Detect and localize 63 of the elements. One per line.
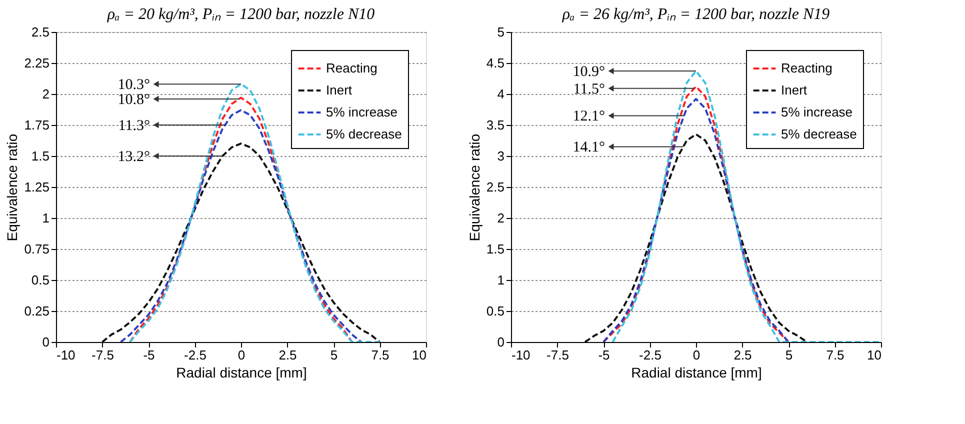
- x-tick-label: -7.5: [92, 348, 114, 362]
- y-tick-label: 1: [497, 272, 504, 288]
- legend-label: Inert: [781, 82, 808, 98]
- y-tick-label: 1: [42, 210, 50, 226]
- y-tick-label: 4: [497, 86, 504, 102]
- y-tick-label: 0.25: [24, 304, 50, 318]
- y-tick-label: 2: [42, 86, 50, 102]
- legend-label: 5% increase: [326, 104, 398, 120]
- line-series: [101, 142, 381, 342]
- x-tick-label: 0: [692, 348, 700, 362]
- annotation: 12.1°: [572, 108, 605, 125]
- chart-title: ρₐ = 26 kg/m³, Pᵢₙ = 1200 bar, nozzle N19: [561, 6, 830, 23]
- y-axis-title: Equivalence ratio: [4, 134, 20, 242]
- annotation: 11.5°: [573, 81, 605, 98]
- y-tick-label: 2: [497, 210, 504, 226]
- x-axis-title: Radial distance [mm]: [631, 364, 762, 380]
- y-tick-label: 3.5: [486, 118, 504, 132]
- x-tick-label: 7.5: [371, 348, 390, 362]
- x-tick-label: -5: [143, 348, 155, 362]
- y-axis-title: Equivalence ratio: [466, 134, 482, 242]
- y-tick-label: 5: [497, 24, 504, 40]
- annotation: 14.1°: [572, 140, 605, 156]
- legend-label: Reacting: [326, 60, 378, 76]
- y-tick-label: 2.5: [31, 24, 50, 40]
- y-tick-label: 1.75: [24, 118, 50, 132]
- legend-label: 5% decrease: [781, 126, 857, 142]
- y-tick-label: 3: [497, 148, 504, 164]
- x-tick-label: -10: [56, 348, 76, 362]
- y-tick-label: 0.5: [31, 272, 50, 288]
- annotation: 10.9°: [572, 64, 605, 80]
- x-tick-label: -2.5: [184, 348, 206, 362]
- x-tick-label: 7.5: [826, 348, 844, 362]
- legend-label: 5% increase: [781, 104, 853, 120]
- y-tick-label: 4.5: [486, 56, 504, 70]
- annotation: 11.3°: [118, 118, 150, 134]
- y-tick-label: 1.5: [31, 148, 50, 164]
- y-tick-label: 0: [497, 334, 504, 350]
- x-tick-label: -7.5: [546, 348, 569, 362]
- legend-label: Inert: [326, 82, 352, 98]
- chart-title: ρₐ = 20 kg/m³, Pᵢₙ = 1200 bar, nozzle N10: [106, 6, 375, 23]
- x-tick-label: -5: [598, 348, 610, 362]
- x-tick-label: 5: [330, 348, 338, 362]
- legend-label: Reacting: [781, 60, 832, 76]
- x-tick-label: -2.5: [639, 348, 662, 362]
- y-tick-label: 0: [42, 334, 50, 350]
- y-tick-label: 2.5: [486, 180, 504, 194]
- x-tick-label: 10: [412, 348, 426, 362]
- legend-label: 5% decrease: [326, 126, 402, 142]
- y-tick-label: 1.25: [24, 180, 50, 194]
- x-tick-label: -10: [512, 348, 530, 362]
- y-tick-label: 0.5: [486, 304, 504, 318]
- y-tick-label: 1.5: [486, 242, 504, 256]
- x-tick-label: 2.5: [278, 348, 297, 362]
- y-tick-label: 0.75: [24, 242, 50, 256]
- y-tick-label: 2.25: [24, 56, 50, 70]
- x-axis-title: Radial distance [mm]: [176, 364, 307, 380]
- annotation: 13.2°: [118, 149, 150, 165]
- annotation: 10.3°: [118, 77, 150, 94]
- x-tick-label: 0: [238, 348, 246, 362]
- x-tick-label: 2.5: [734, 348, 752, 362]
- x-tick-label: 5: [785, 348, 793, 362]
- x-tick-label: 10: [867, 348, 882, 362]
- annotation: 10.8°: [118, 92, 150, 108]
